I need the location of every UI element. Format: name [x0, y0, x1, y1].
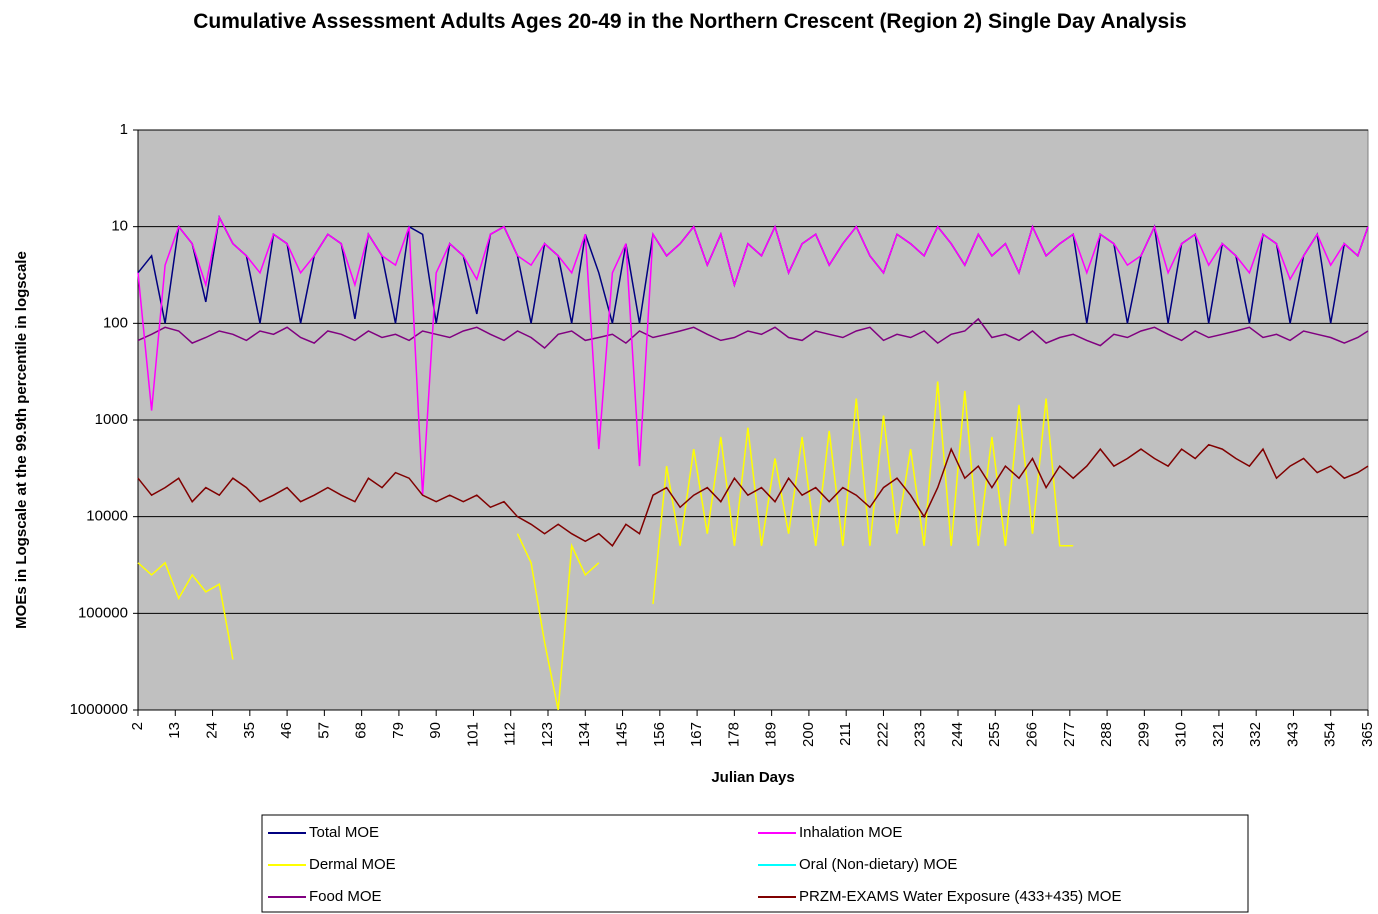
x-tick-label: 112 — [502, 722, 519, 746]
x-tick-label: 24 — [204, 722, 221, 739]
x-tick-label: 200 — [800, 722, 817, 747]
x-tick-label: 46 — [278, 722, 295, 739]
y-tick-label: 1 — [120, 121, 128, 138]
x-tick-label: 156 — [651, 722, 668, 747]
series-line — [137, 317, 1369, 349]
series-line — [137, 215, 1369, 496]
x-tick-label: 266 — [1024, 722, 1041, 747]
x-tick-label: 189 — [763, 722, 780, 747]
y-tick-label: 1000000 — [70, 701, 128, 718]
x-tick-label: 310 — [1173, 722, 1190, 747]
x-tick-label: 2 — [129, 722, 146, 730]
legend-label: Food MOE — [309, 888, 382, 905]
x-tick-label: 277 — [1061, 722, 1078, 747]
x-tick-label: 90 — [427, 722, 444, 739]
x-tick-label: 134 — [576, 722, 593, 747]
chart-title: Cumulative Assessment Adults Ages 20-49 … — [193, 10, 1187, 33]
x-tick-label: 79 — [390, 722, 407, 739]
legend-label: Dermal MOE — [309, 856, 396, 873]
x-tick-label: 167 — [688, 722, 705, 747]
x-tick-label: 332 — [1247, 722, 1264, 747]
y-tick-label: 10 — [111, 218, 128, 235]
y-tick-label: 10000 — [86, 508, 128, 525]
x-tick-label: 365 — [1359, 722, 1376, 747]
legend-label: Inhalation MOE — [799, 824, 902, 841]
x-tick-label: 145 — [614, 722, 631, 747]
x-tick-label: 211 — [837, 722, 854, 746]
series-line — [137, 381, 1074, 711]
x-tick-label: 233 — [912, 722, 929, 747]
x-tick-label: 288 — [1098, 722, 1115, 747]
x-tick-label: 343 — [1284, 722, 1301, 747]
x-tick-label: 13 — [166, 722, 183, 739]
y-tick-label: 1000 — [95, 411, 128, 428]
series-line — [137, 443, 1369, 547]
x-tick-label: 178 — [725, 722, 742, 747]
x-axis-label: Julian Days — [711, 769, 794, 786]
x-tick-label: 299 — [1135, 722, 1152, 747]
x-tick-label: 101 — [464, 722, 481, 747]
y-axis-label: MOEs in Logscale at the 99.9th percentil… — [13, 251, 30, 629]
legend — [261, 814, 1249, 913]
x-tick-label: 321 — [1210, 722, 1227, 747]
x-tick-label: 68 — [353, 722, 370, 739]
x-tick-label: 35 — [241, 722, 258, 739]
y-tick-label: 100000 — [78, 604, 128, 621]
legend-label: PRZM-EXAMS Water Exposure (433+435) MOE — [799, 888, 1121, 905]
legend-label: Oral (Non-dietary) MOE — [799, 856, 957, 873]
x-tick-label: 222 — [874, 722, 891, 747]
x-tick-label: 255 — [986, 722, 1003, 747]
legend-label: Total MOE — [309, 824, 379, 841]
x-tick-label: 244 — [949, 722, 966, 747]
x-tick-label: 57 — [315, 722, 332, 739]
y-tick-label: 100 — [103, 314, 128, 331]
x-tick-label: 123 — [539, 722, 556, 747]
x-tick-label: 354 — [1322, 722, 1339, 747]
